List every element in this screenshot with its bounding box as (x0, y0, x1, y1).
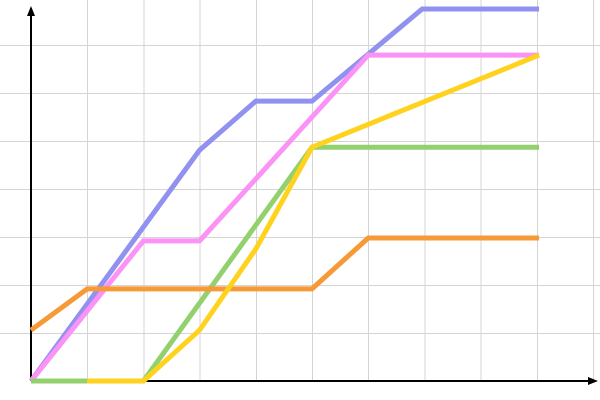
series-orange (29, 235, 540, 333)
series-yellow (87, 52, 540, 384)
series-purple (28, 6, 540, 383)
vertical-gridlines (87, 0, 594, 381)
series-pink (29, 52, 540, 383)
y-axis-arrow-icon (27, 6, 35, 16)
series-green (31, 144, 540, 384)
x-axis-arrow-icon (588, 377, 598, 385)
chart-series-group (28, 6, 540, 384)
